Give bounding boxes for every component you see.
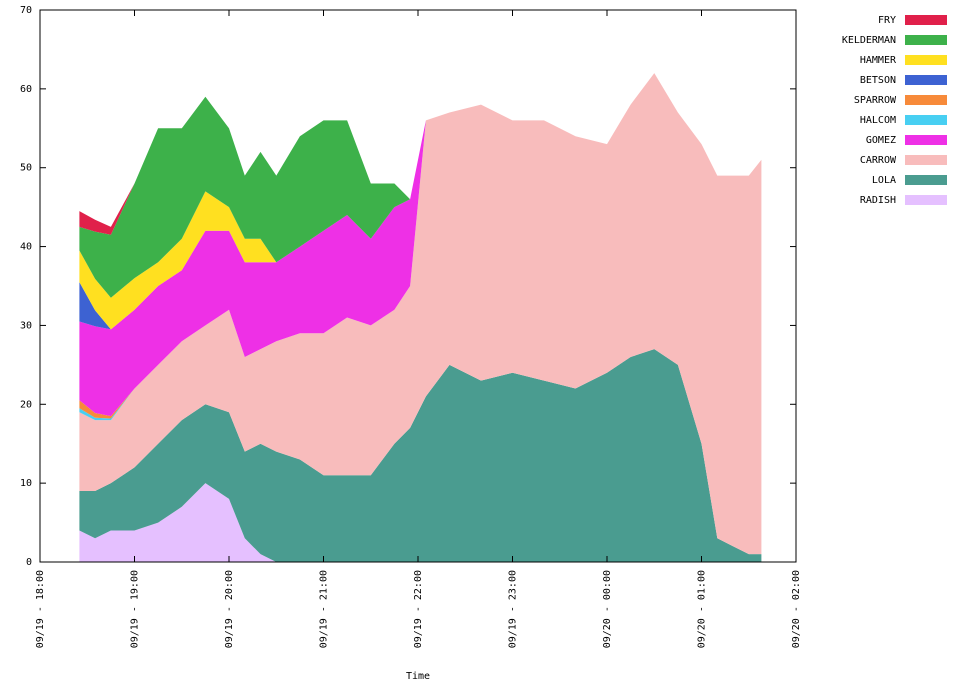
legend-swatch-betson [905, 75, 947, 85]
area-lola [79, 349, 762, 562]
legend-label-betson: BETSON [860, 75, 896, 86]
legend-swatch-gomez [905, 135, 947, 145]
x-tick-label: 09/19 - 21:00 [319, 570, 330, 648]
y-tick-label: 70 [20, 5, 32, 16]
legend-label-radish: RADISH [860, 195, 896, 206]
area-radish [79, 483, 762, 562]
x-tick-label: 09/19 - 20:00 [224, 570, 235, 648]
y-tick-label: 20 [20, 399, 32, 410]
legend-swatch-lola [905, 175, 947, 185]
y-tick-label: 50 [20, 163, 32, 174]
x-tick-label: 09/19 - 18:00 [35, 570, 46, 648]
legend-swatch-halcom [905, 115, 947, 125]
x-tick-label: 09/19 - 22:00 [413, 570, 424, 648]
area-kelderman [79, 73, 762, 298]
x-tick-label: 09/19 - 19:00 [130, 570, 141, 648]
y-axis: 0 10 20 30 40 50 60 70 [20, 5, 796, 568]
area-hammer [79, 73, 762, 330]
legend-label-sparrow: SPARROW [854, 95, 897, 106]
y-tick-label: 30 [20, 320, 32, 331]
legend-swatch-fry [905, 15, 947, 25]
legend-label-carrow: CARROW [860, 155, 897, 166]
legend-label-lola: LOLA [872, 175, 896, 186]
area-carrow [79, 73, 762, 555]
y-tick-label: 10 [20, 478, 32, 489]
area-gomez [79, 73, 762, 417]
legend-label-fry: FRY [878, 15, 896, 26]
legend-swatch-sparrow [905, 95, 947, 105]
legend-swatch-hammer [905, 55, 947, 65]
x-tick-label: 09/20 - 01:00 [697, 570, 708, 648]
y-tick-label: 60 [20, 84, 32, 95]
legend-swatch-kelderman [905, 35, 947, 45]
y-tick-label: 40 [20, 242, 32, 253]
x-axis-label: Time [406, 671, 430, 682]
legend: FRY KELDERMAN HAMMER BETSON SPARROW HALCOM GOM… [842, 15, 947, 206]
x-tick-label: 09/20 - 00:00 [602, 570, 613, 648]
legend-label-hammer: HAMMER [860, 55, 897, 66]
y-tick-label: 0 [26, 557, 32, 568]
legend-label-halcom: HALCOM [860, 115, 896, 126]
x-axis: 09/19 - 18:00 09/19 - 19:00 09/19 - 20:00 0… [35, 10, 802, 648]
area-layers [79, 73, 762, 562]
x-tick-label: 09/19 - 23:00 [508, 570, 519, 648]
x-tick-label: 09/20 - 02:00 [791, 570, 802, 648]
legend-label-kelderman: KELDERMAN [842, 35, 896, 46]
legend-swatch-radish [905, 195, 947, 205]
legend-label-gomez: GOMEZ [866, 135, 896, 146]
legend-swatch-carrow [905, 155, 947, 165]
